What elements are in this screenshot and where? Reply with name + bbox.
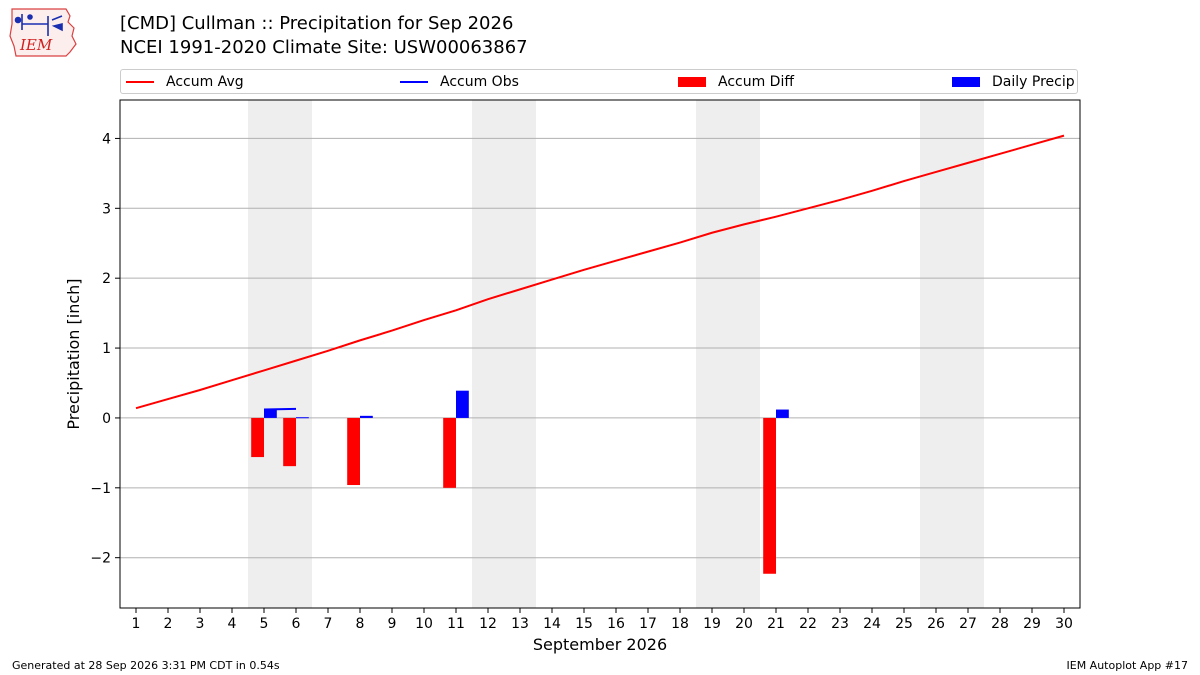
lines bbox=[135, 134, 1065, 411]
y-tick-label: 3 bbox=[102, 201, 111, 217]
y-tick-label: 4 bbox=[102, 131, 111, 147]
weekend-band bbox=[248, 100, 312, 608]
iem-logo-icon: IEM bbox=[9, 8, 77, 57]
x-tick-label: 8 bbox=[356, 616, 365, 632]
x-tick-label: 30 bbox=[1055, 616, 1073, 632]
x-tick-label: 24 bbox=[863, 616, 881, 632]
x-tick-label: 11 bbox=[447, 616, 465, 632]
x-tick-label: 4 bbox=[228, 616, 237, 632]
generated-timestamp: Generated at 28 Sep 2026 3:31 PM CDT in … bbox=[12, 659, 280, 672]
legend-label-accum-diff: Accum Diff bbox=[718, 74, 795, 90]
logo-text: IEM bbox=[19, 36, 53, 54]
chart-legend: Accum Avg Accum Obs Accum Diff Daily Pre… bbox=[120, 69, 1078, 94]
plot-frame bbox=[119, 99, 1081, 609]
x-tick-label: 19 bbox=[703, 616, 721, 632]
y-axis-label: Precipitation [inch] bbox=[64, 278, 83, 429]
x-tick-label: 27 bbox=[959, 616, 977, 632]
line-accum-avg bbox=[135, 134, 1065, 410]
x-tick-label: 1 bbox=[132, 616, 141, 632]
x-tick-label: 13 bbox=[511, 616, 529, 632]
x-tick-label: 20 bbox=[735, 616, 753, 632]
app-credit: IEM Autoplot App #17 bbox=[1066, 659, 1189, 672]
bar-accum-diff bbox=[251, 417, 264, 458]
legend-label-accum-obs: Accum Obs bbox=[440, 74, 519, 90]
bar-daily-precip bbox=[456, 390, 469, 418]
x-tick-label: 21 bbox=[767, 616, 785, 632]
legend-swatch-accum-obs bbox=[400, 81, 428, 83]
bar-daily-precip bbox=[296, 417, 309, 419]
x-tick-label: 5 bbox=[260, 616, 269, 632]
weekend-band bbox=[696, 100, 760, 608]
legend-item-accum-obs: Accum Obs bbox=[400, 73, 519, 91]
bar-accum-diff bbox=[347, 417, 360, 486]
gridlines bbox=[120, 137, 1080, 559]
x-tick-label: 12 bbox=[479, 616, 497, 632]
bar-accum-diff bbox=[283, 417, 296, 467]
y-tick-label: 1 bbox=[102, 341, 111, 357]
chart-title: [CMD] Cullman :: Precipitation for Sep 2… bbox=[120, 13, 514, 34]
x-tick-label: 17 bbox=[639, 616, 657, 632]
x-tick-label: 16 bbox=[607, 616, 625, 632]
chart-subtitle: NCEI 1991-2020 Climate Site: USW00063867 bbox=[120, 37, 528, 58]
x-tick-label: 23 bbox=[831, 616, 849, 632]
bars bbox=[251, 390, 789, 574]
bar-daily-precip bbox=[360, 415, 373, 418]
legend-swatch-accum-diff bbox=[678, 77, 706, 87]
y-tick-label: 2 bbox=[102, 271, 111, 287]
x-tick-label: 3 bbox=[196, 616, 205, 632]
x-tick-label: 22 bbox=[799, 616, 817, 632]
legend-swatch-accum-avg bbox=[126, 81, 154, 83]
x-axis-label: September 2026 bbox=[533, 635, 667, 654]
x-tick-label: 28 bbox=[991, 616, 1009, 632]
x-tick-label: 15 bbox=[575, 616, 593, 632]
x-tick-label: 14 bbox=[543, 616, 561, 632]
x-tick-label: 25 bbox=[895, 616, 913, 632]
x-tick-label: 7 bbox=[324, 616, 333, 632]
legend-item-accum-diff: Accum Diff bbox=[678, 73, 794, 91]
x-tick-label: 9 bbox=[388, 616, 397, 632]
legend-item-accum-avg: Accum Avg bbox=[126, 73, 244, 91]
bar-accum-diff bbox=[443, 417, 456, 488]
y-tick-label: −1 bbox=[90, 481, 111, 497]
weekend-band bbox=[920, 100, 984, 608]
legend-label-accum-avg: Accum Avg bbox=[166, 74, 244, 90]
x-tick-label: 18 bbox=[671, 616, 689, 632]
y-tick-label: 0 bbox=[102, 411, 111, 427]
weekend-band bbox=[472, 100, 536, 608]
line-accum-obs bbox=[263, 407, 297, 411]
y-tick-label: −2 bbox=[90, 551, 111, 567]
x-tick-label: 2 bbox=[164, 616, 173, 632]
x-tick-label: 6 bbox=[292, 616, 301, 632]
legend-item-daily-precip: Daily Precip bbox=[952, 73, 1075, 91]
weekend-shading bbox=[248, 100, 984, 608]
x-tick-label: 26 bbox=[927, 616, 945, 632]
bar-accum-diff bbox=[763, 417, 776, 574]
bar-daily-precip bbox=[776, 409, 789, 418]
x-tick-label: 10 bbox=[415, 616, 433, 632]
legend-label-daily-precip: Daily Precip bbox=[992, 74, 1075, 90]
x-tick-label: 29 bbox=[1023, 616, 1041, 632]
legend-swatch-daily-precip bbox=[952, 77, 980, 87]
bar-daily-precip bbox=[264, 409, 277, 418]
